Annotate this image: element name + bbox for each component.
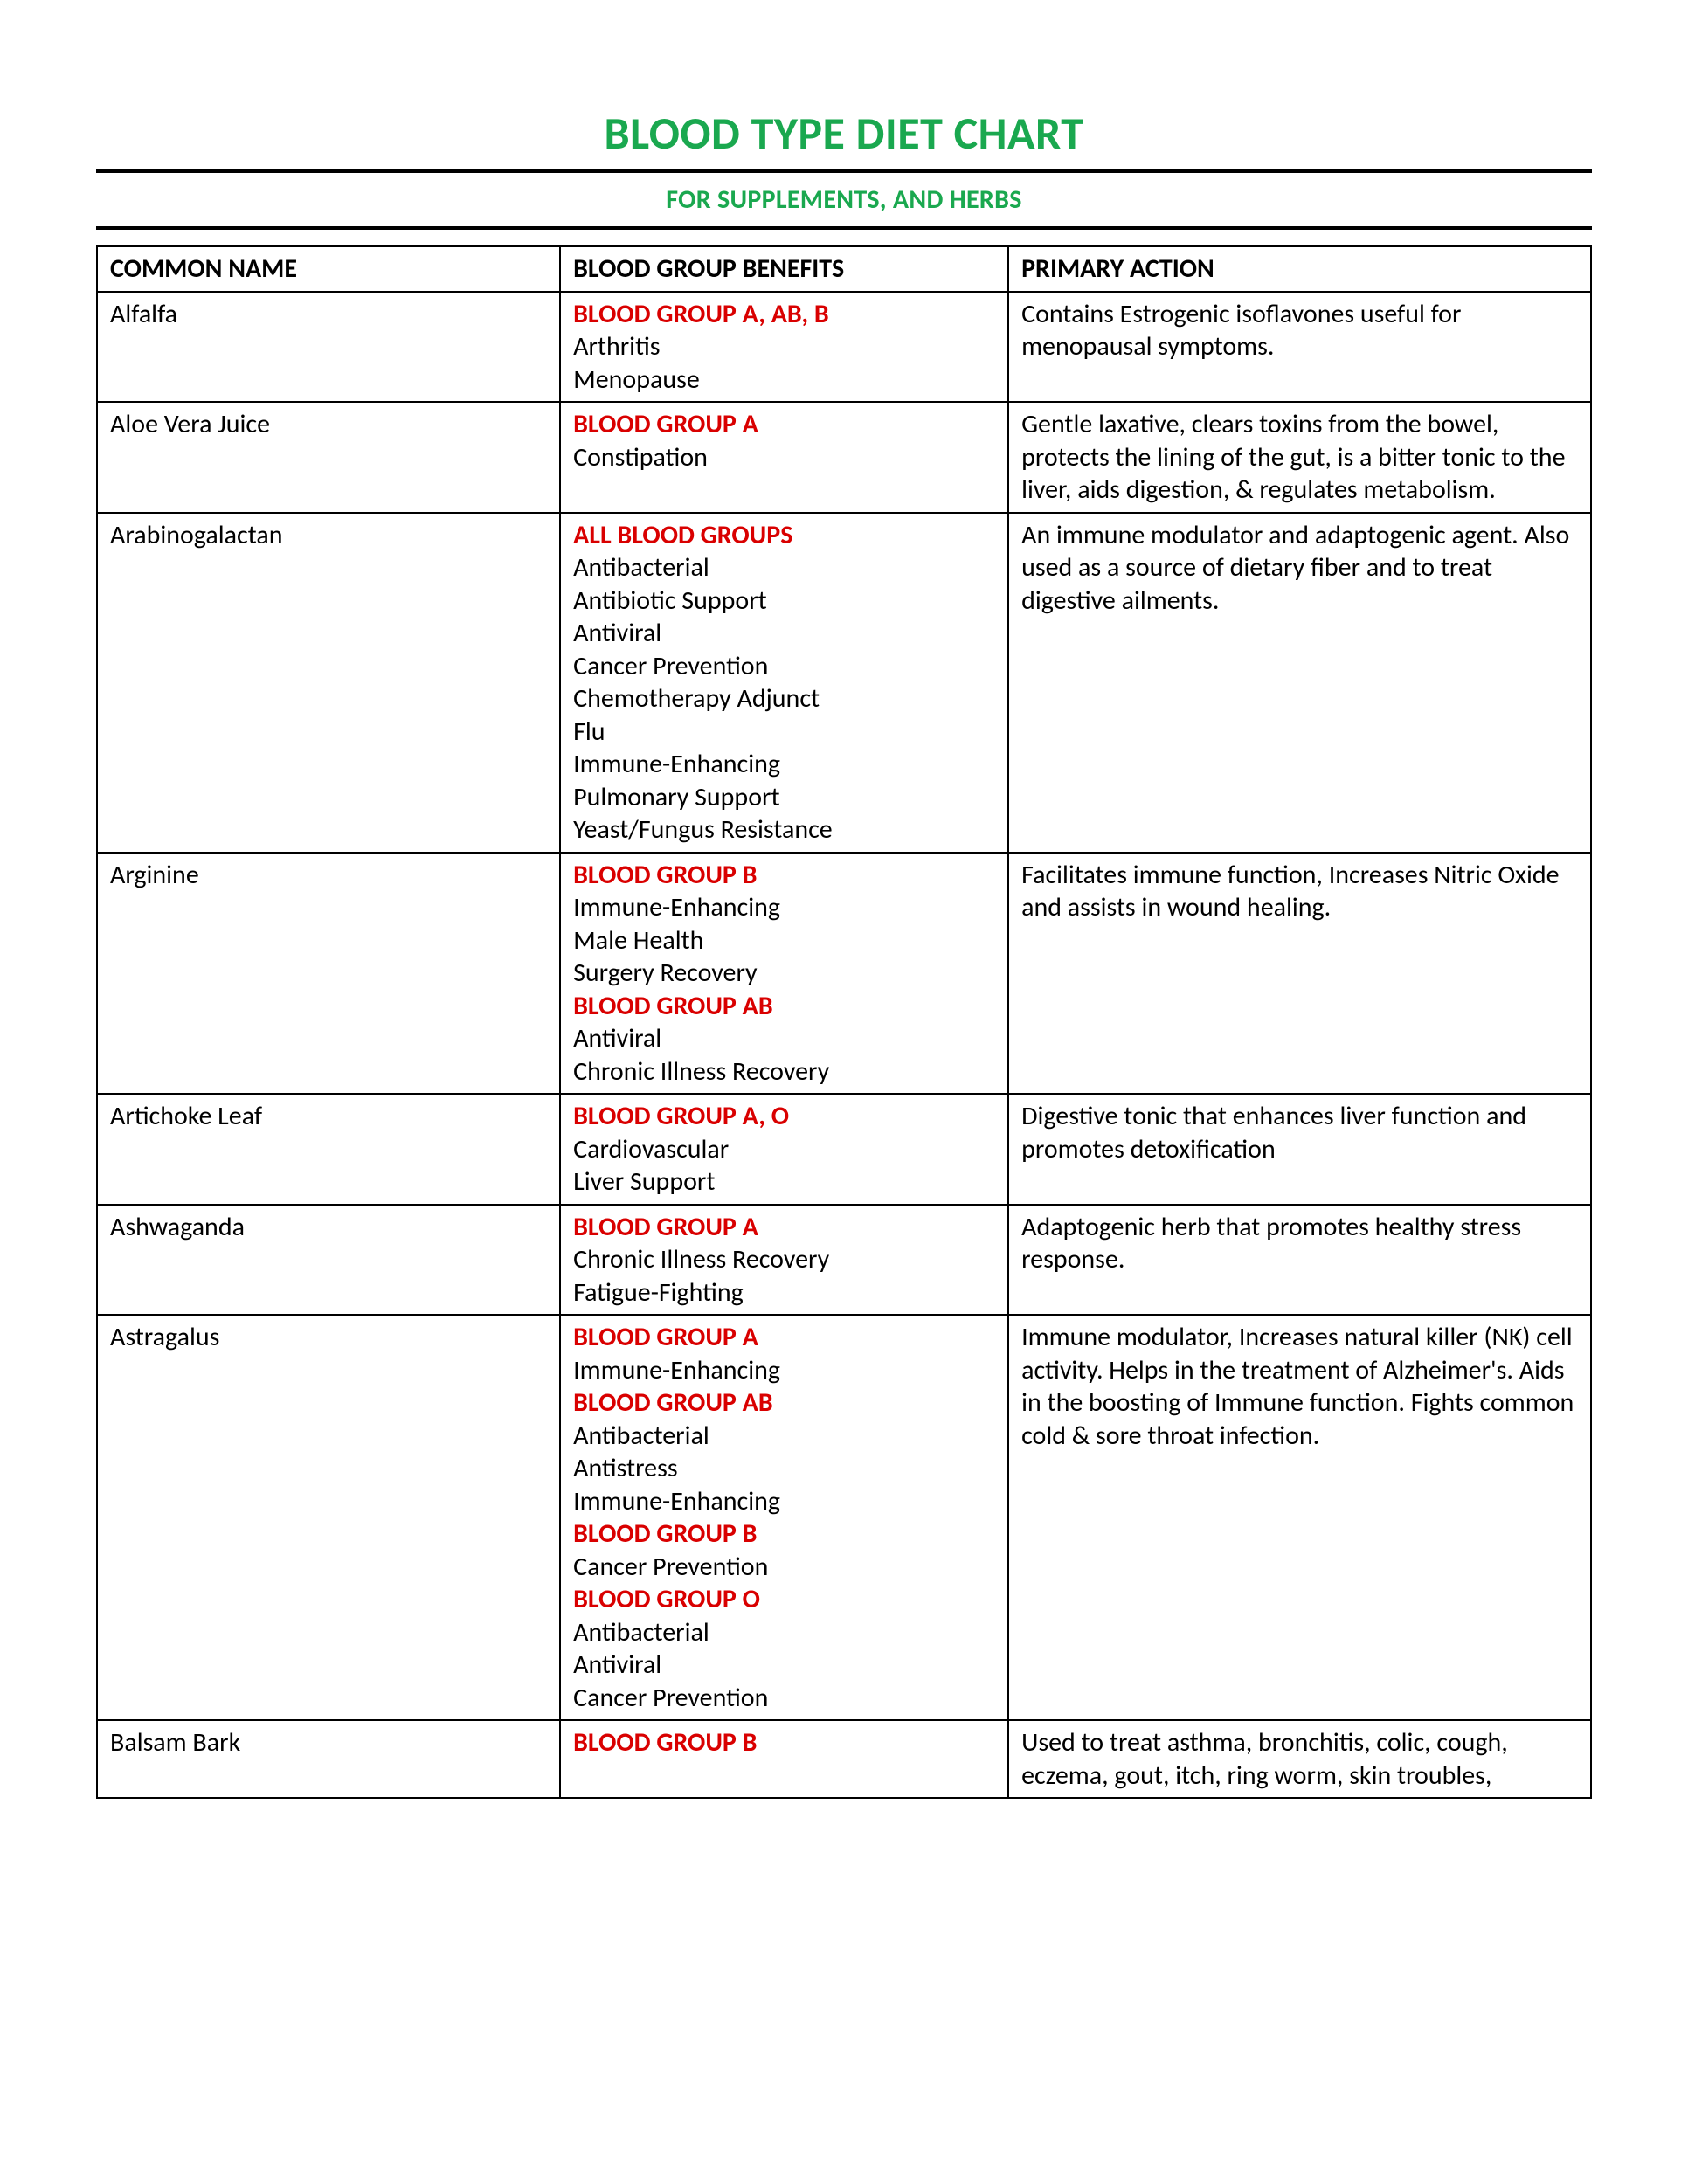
benefit-item: Menopause	[573, 363, 995, 397]
table-row: ArginineBLOOD GROUP BImmune-EnhancingMal…	[97, 853, 1591, 1095]
benefit-item: Yeast/Fungus Resistance	[573, 813, 995, 847]
benefit-item: Chemotherapy Adjunct	[573, 682, 995, 715]
table-header-row: COMMON NAME BLOOD GROUP BENEFITS PRIMARY…	[97, 246, 1591, 292]
blood-group-label: BLOOD GROUP A, AB, B	[573, 298, 995, 331]
cell-blood-group-benefits: BLOOD GROUP AChronic Illness RecoveryFat…	[560, 1205, 1008, 1316]
cell-common-name: Balsam Bark	[97, 1720, 560, 1798]
cell-primary-action: Facilitates immune function, Increases N…	[1008, 853, 1591, 1095]
benefit-item: Antiviral	[573, 1022, 995, 1055]
benefit-item: Fatigue-Fighting	[573, 1276, 995, 1310]
benefit-item: Male Health	[573, 924, 995, 957]
table-row: AshwagandaBLOOD GROUP AChronic Illness R…	[97, 1205, 1591, 1316]
blood-group-label: ALL BLOOD GROUPS	[573, 519, 995, 552]
table-row: Aloe Vera JuiceBLOOD GROUP AConstipation…	[97, 402, 1591, 513]
cell-common-name: Ashwaganda	[97, 1205, 560, 1316]
table-row: ArabinogalactanALL BLOOD GROUPSAntibacte…	[97, 513, 1591, 853]
cell-common-name: Artichoke Leaf	[97, 1094, 560, 1205]
cell-blood-group-benefits: BLOOD GROUP A, OCardiovascularLiver Supp…	[560, 1094, 1008, 1205]
benefit-item: Constipation	[573, 441, 995, 474]
benefit-item: Immune-Enhancing	[573, 1485, 995, 1518]
benefit-item: Antibacterial	[573, 551, 995, 584]
blood-group-label: BLOOD GROUP B	[573, 1517, 995, 1551]
benefit-item: Surgery Recovery	[573, 957, 995, 990]
cell-primary-action: Contains Estrogenic isoflavones useful f…	[1008, 292, 1591, 403]
benefit-item: Chronic Illness Recovery	[573, 1055, 995, 1089]
cell-blood-group-benefits: BLOOD GROUP AConstipation	[560, 402, 1008, 513]
benefit-item: Chronic Illness Recovery	[573, 1243, 995, 1276]
header-common-name: COMMON NAME	[97, 246, 560, 292]
header-blood-group-benefits: BLOOD GROUP BENEFITS	[560, 246, 1008, 292]
benefit-item: Immune-Enhancing	[573, 748, 995, 781]
benefit-item: Antibiotic Support	[573, 584, 995, 618]
cell-common-name: Arabinogalactan	[97, 513, 560, 853]
page-title: BLOOD TYPE DIET CHART	[96, 105, 1592, 161]
benefit-item: Cancer Prevention	[573, 650, 995, 683]
blood-group-label: BLOOD GROUP AB	[573, 1386, 995, 1420]
cell-common-name: Aloe Vera Juice	[97, 402, 560, 513]
table-row: AlfalfaBLOOD GROUP A, AB, BArthritisMeno…	[97, 292, 1591, 403]
cell-primary-action: An immune modulator and adaptogenic agen…	[1008, 513, 1591, 853]
table-row: Balsam Bark BLOOD GROUP B Used to treat as…	[97, 1720, 1591, 1798]
divider-bottom	[96, 226, 1592, 230]
benefit-item: Arthritis	[573, 330, 995, 363]
benefit-item: Cancer Prevention	[573, 1682, 995, 1715]
benefit-item: Liver Support	[573, 1165, 995, 1199]
cell-blood-group-benefits: ALL BLOOD GROUPSAntibacterialAntibiotic …	[560, 513, 1008, 853]
table-row: AstragalusBLOOD GROUP AImmune-EnhancingB…	[97, 1315, 1591, 1720]
cell-blood-group-benefits: BLOOD GROUP A, AB, BArthritisMenopause	[560, 292, 1008, 403]
benefit-item: Flu	[573, 715, 995, 749]
cell-common-name: Astragalus	[97, 1315, 560, 1720]
benefit-item: Antistress	[573, 1452, 995, 1485]
blood-group-label: BLOOD GROUP B	[573, 859, 995, 892]
benefit-item: Antibacterial	[573, 1420, 995, 1453]
blood-group-label: BLOOD GROUP A	[573, 408, 995, 441]
cell-primary-action: Immune modulator, Increases natural kill…	[1008, 1315, 1591, 1720]
blood-group-label: BLOOD GROUP A, O	[573, 1100, 995, 1133]
cell-blood-group-benefits: BLOOD GROUP B	[560, 1720, 1008, 1798]
cell-primary-action: Used to treat asthma, bronchitis, colic,…	[1008, 1720, 1591, 1798]
cell-primary-action: Digestive tonic that enhances liver func…	[1008, 1094, 1591, 1205]
cell-primary-action: Adaptogenic herb that promotes healthy s…	[1008, 1205, 1591, 1316]
benefit-item: Immune-Enhancing	[573, 1354, 995, 1387]
divider-top	[96, 169, 1592, 173]
cell-primary-action: Gentle laxative, clears toxins from the …	[1008, 402, 1591, 513]
benefit-item: Immune-Enhancing	[573, 891, 995, 924]
benefit-item: Cancer Prevention	[573, 1551, 995, 1584]
benefit-item: Antiviral	[573, 617, 995, 650]
table-row: Artichoke LeafBLOOD GROUP A, OCardiovasc…	[97, 1094, 1591, 1205]
benefit-item: Pulmonary Support	[573, 781, 995, 814]
header-primary-action: PRIMARY ACTION	[1008, 246, 1591, 292]
cell-blood-group-benefits: BLOOD GROUP BImmune-EnhancingMale Health…	[560, 853, 1008, 1095]
blood-group-label: BLOOD GROUP O	[573, 1583, 995, 1616]
blood-group-label: BLOOD GROUP B	[573, 1726, 995, 1759]
page: BLOOD TYPE DIET CHART FOR SUPPLEMENTS, A…	[0, 0, 1688, 1834]
cell-blood-group-benefits: BLOOD GROUP AImmune-EnhancingBLOOD GROUP…	[560, 1315, 1008, 1720]
cell-common-name: Arginine	[97, 853, 560, 1095]
page-subtitle: FOR SUPPLEMENTS, AND HERBS	[96, 183, 1592, 216]
blood-group-label: BLOOD GROUP AB	[573, 990, 995, 1023]
benefit-item: Antiviral	[573, 1648, 995, 1682]
diet-chart-table: COMMON NAME BLOOD GROUP BENEFITS PRIMARY…	[96, 245, 1592, 1799]
benefit-item: Antibacterial	[573, 1616, 995, 1649]
blood-group-label: BLOOD GROUP A	[573, 1321, 995, 1354]
blood-group-label: BLOOD GROUP A	[573, 1211, 995, 1244]
cell-common-name: Alfalfa	[97, 292, 560, 403]
benefit-item: Cardiovascular	[573, 1133, 995, 1166]
